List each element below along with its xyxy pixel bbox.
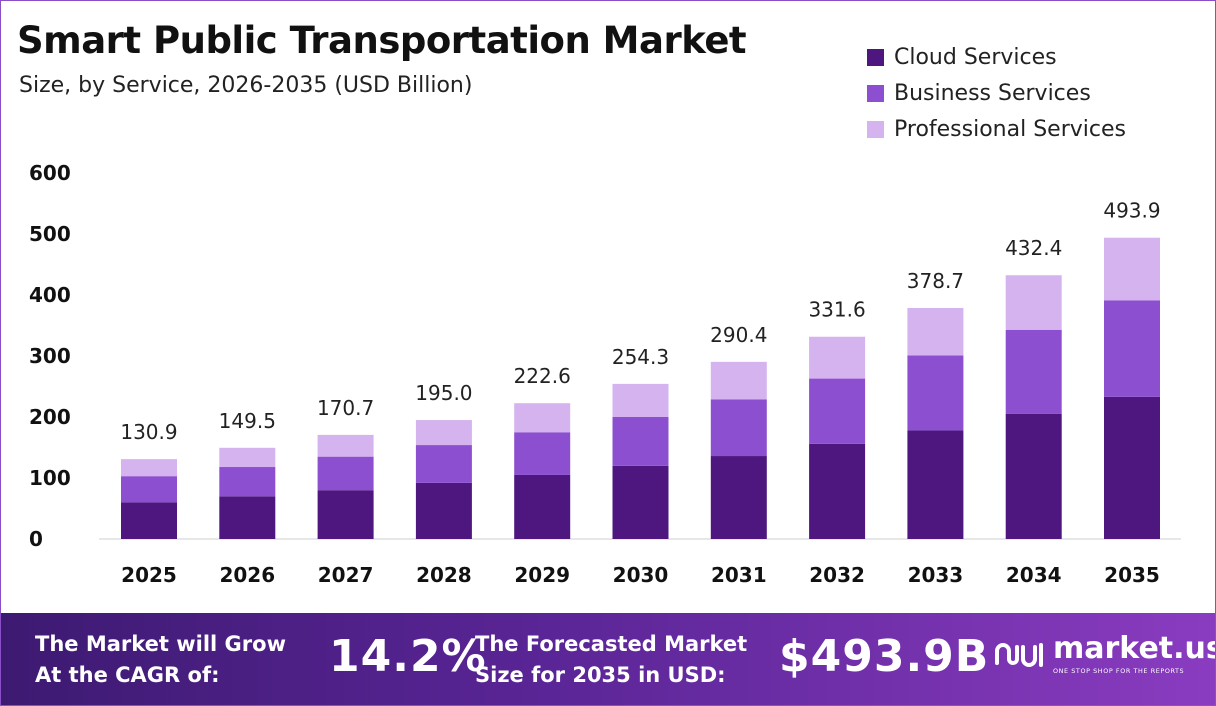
bar-segment-professional-services (907, 307, 964, 356)
x-tick-label: 2026 (219, 563, 275, 587)
x-tick-label: 2033 (908, 563, 964, 587)
bar-segment-business-services (317, 456, 374, 491)
bar-segment-business-services (809, 378, 866, 444)
y-tick-label: 200 (29, 405, 71, 429)
footer-banner: The Market will Grow At the CAGR of: 14.… (1, 613, 1216, 705)
x-tick-label: 2028 (416, 563, 472, 587)
bar-segment-business-services (710, 399, 767, 457)
bar-segment-cloud-services (710, 456, 767, 539)
bar-segment-business-services (1104, 300, 1160, 397)
brand-name: market.us (1053, 631, 1216, 666)
y-tick-label: 300 (29, 344, 71, 368)
y-tick-label: 600 (29, 161, 71, 185)
cagr-caption: The Market will Grow At the CAGR of: (35, 629, 286, 691)
bar-total-label: 432.4 (1005, 236, 1062, 260)
bar-segment-business-services (415, 445, 472, 483)
legend: Cloud Services Business Services Profess… (867, 39, 1126, 147)
brand-tagline: ONE STOP SHOP FOR THE REPORTS (1053, 667, 1185, 675)
cagr-caption-line2: At the CAGR of: (35, 663, 220, 687)
legend-item-professional: Professional Services (867, 111, 1126, 147)
legend-label-cloud: Cloud Services (894, 44, 1057, 70)
bar-segment-professional-services (317, 434, 374, 457)
x-tick-label: 2035 (1104, 563, 1160, 587)
legend-item-business: Business Services (867, 75, 1126, 111)
x-tick-label: 2027 (318, 563, 374, 587)
bar-segment-professional-services (612, 383, 669, 417)
bar-segment-cloud-services (809, 443, 866, 539)
bar-segment-business-services (121, 476, 177, 503)
x-tick-label: 2030 (613, 563, 669, 587)
bar-total-label: 290.4 (710, 323, 767, 347)
x-tick-label: 2029 (514, 563, 570, 587)
bar-total-label: 222.6 (514, 364, 571, 388)
bar-segment-cloud-services (415, 482, 472, 539)
bar-segment-business-services (219, 467, 276, 497)
bar-total-label: 170.7 (317, 396, 374, 420)
bar-segment-cloud-services (514, 474, 571, 539)
cagr-caption-line1: The Market will Grow (35, 632, 286, 656)
legend-swatch-business (867, 84, 884, 102)
forecast-caption-line2: Size for 2035 in USD: (475, 663, 726, 687)
bar-segment-business-services (907, 355, 964, 431)
y-tick-label: 100 (29, 466, 71, 490)
bar-segment-cloud-services (612, 465, 669, 539)
bar-segment-professional-services (121, 459, 177, 477)
bar-segment-business-services (514, 432, 571, 475)
y-tick-label: 500 (29, 222, 71, 246)
legend-swatch-professional (867, 120, 884, 138)
bar-segment-professional-services (1005, 275, 1062, 330)
bar-total-label: 130.9 (120, 420, 177, 444)
legend-item-cloud: Cloud Services (867, 39, 1126, 75)
bar-segment-cloud-services (317, 490, 374, 539)
y-tick-label: 400 (29, 283, 71, 307)
bar-segment-cloud-services (907, 430, 964, 539)
bar-segment-cloud-services (1104, 396, 1160, 539)
bar-total-label: 195.0 (415, 381, 472, 405)
bar-segment-cloud-services (1005, 413, 1062, 539)
chart-title: Smart Public Transportation Market (17, 19, 747, 62)
bar-total-label: 254.3 (612, 345, 669, 369)
bar-chart: 0 100 200 300 400 500 600 130.9 2025 149.5 2026 170… (29, 161, 1181, 587)
forecast-caption: The Forecasted Market Size for 2035 in U… (475, 629, 747, 691)
forecast-caption-line1: The Forecasted Market (475, 632, 748, 656)
bar-segment-professional-services (514, 403, 571, 433)
x-tick-label: 2034 (1006, 563, 1062, 587)
bar-segment-business-services (1005, 329, 1062, 414)
bar-segment-professional-services (1104, 237, 1160, 301)
bar-total-label: 493.9 (1103, 199, 1160, 223)
legend-label-business: Business Services (894, 80, 1091, 106)
bar-total-label: 149.5 (219, 409, 276, 433)
bar-segment-cloud-services (219, 496, 276, 539)
y-tick-label: 0 (29, 527, 43, 551)
brand-logo: market.us ONE STOP SHOP FOR THE REPORTS (993, 631, 1216, 675)
bar-segment-professional-services (219, 447, 276, 468)
bar-segment-professional-services (415, 420, 472, 446)
bar-total-label: 331.6 (808, 298, 865, 322)
chart-subtitle: Size, by Service, 2026-2035 (USD Billion… (19, 73, 473, 98)
bar-total-label: 378.7 (907, 269, 964, 293)
bar-segment-professional-services (809, 336, 866, 379)
bar-segment-professional-services (710, 361, 767, 400)
forecast-value: $493.9B (779, 631, 990, 682)
x-tick-label: 2025 (121, 563, 177, 587)
bar-segment-business-services (612, 417, 669, 466)
legend-label-professional: Professional Services (894, 116, 1126, 142)
x-tick-label: 2032 (809, 563, 865, 587)
legend-swatch-cloud (867, 48, 884, 66)
cagr-value: 14.2% (329, 631, 487, 682)
market-us-logo-icon (995, 643, 1043, 667)
bar-segment-cloud-services (121, 502, 177, 539)
x-tick-label: 2031 (711, 563, 767, 587)
